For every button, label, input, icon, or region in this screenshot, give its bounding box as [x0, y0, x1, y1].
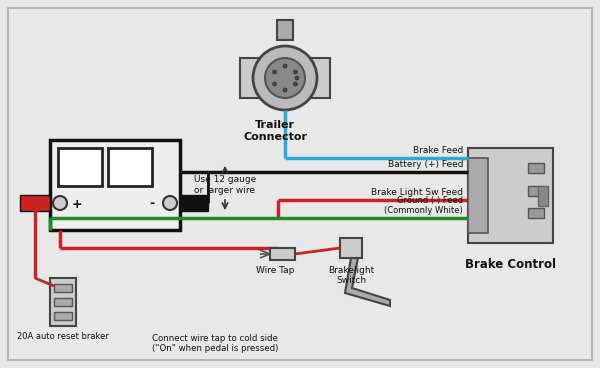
Bar [528, 186, 544, 196]
Text: Wire Tap: Wire Tap [256, 266, 294, 275]
Text: Brake Light Sw Feed: Brake Light Sw Feed [371, 188, 463, 197]
Bar [54, 284, 72, 292]
Bar [468, 158, 488, 233]
Bar [528, 163, 544, 173]
Bar [270, 248, 295, 260]
Text: 20A auto reset braker: 20A auto reset braker [17, 332, 109, 341]
Bar [54, 312, 72, 320]
Circle shape [53, 196, 67, 210]
Circle shape [272, 82, 277, 86]
Text: +: + [71, 198, 82, 210]
Circle shape [293, 70, 298, 74]
Text: Brake Control: Brake Control [465, 258, 556, 271]
Text: Brakelight
Switch: Brakelight Switch [328, 266, 374, 286]
Circle shape [163, 196, 177, 210]
Text: Brake Feed: Brake Feed [413, 146, 463, 155]
Circle shape [253, 46, 317, 110]
Polygon shape [345, 258, 390, 306]
Circle shape [265, 58, 305, 98]
Bar [277, 20, 293, 40]
Bar [20, 195, 50, 211]
Bar [180, 195, 208, 211]
Bar [340, 238, 362, 258]
Circle shape [293, 82, 298, 86]
Circle shape [295, 76, 299, 80]
Bar [108, 148, 152, 186]
Bar [50, 278, 76, 326]
Bar [240, 58, 330, 98]
Bar [538, 186, 548, 206]
Circle shape [272, 70, 277, 74]
Bar [468, 148, 553, 243]
Text: Use 12 gauge
or larger wire: Use 12 gauge or larger wire [194, 175, 256, 195]
Text: Connect wire tap to cold side
("On" when pedal is pressed): Connect wire tap to cold side ("On" when… [152, 334, 278, 353]
Text: Battery (+) Feed: Battery (+) Feed [388, 160, 463, 169]
Circle shape [283, 64, 287, 68]
Bar [528, 208, 544, 218]
Bar [50, 140, 180, 230]
Circle shape [283, 88, 287, 92]
Text: -: - [149, 198, 155, 210]
Bar [58, 148, 102, 186]
Text: Ground (-) Feed
(Commonly White): Ground (-) Feed (Commonly White) [384, 196, 463, 215]
Bar [54, 298, 72, 306]
Text: Trailer
Connector: Trailer Connector [243, 120, 307, 142]
